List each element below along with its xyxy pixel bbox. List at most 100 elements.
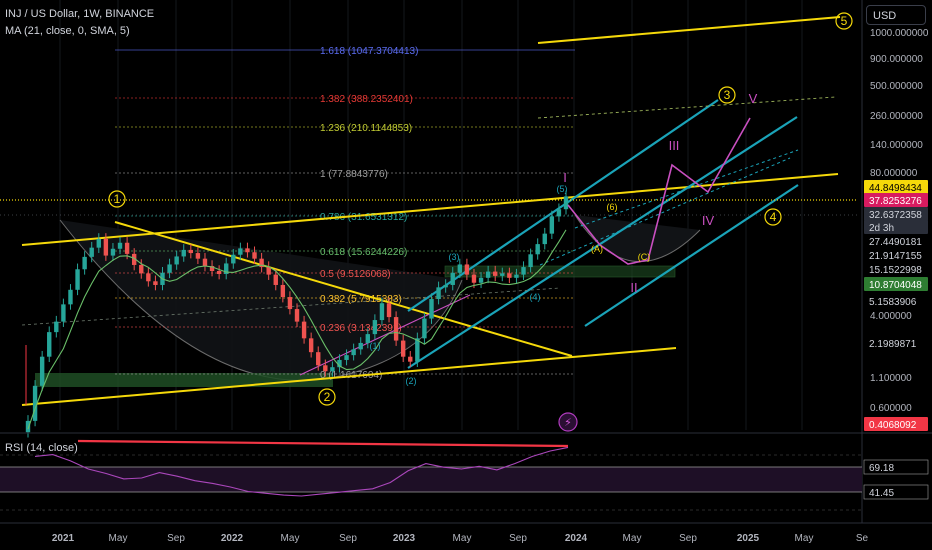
candle bbox=[245, 248, 250, 253]
time-tick: May bbox=[281, 533, 300, 544]
candle bbox=[316, 352, 321, 366]
candle bbox=[146, 273, 151, 282]
lightning-icon[interactable] bbox=[558, 412, 578, 432]
candle bbox=[96, 238, 101, 248]
price-label-bg bbox=[864, 220, 928, 234]
candle bbox=[82, 256, 87, 270]
price-tick: 900.000000 bbox=[870, 54, 923, 65]
fib-label: 0.618 (15.6244226) bbox=[320, 247, 407, 258]
candle bbox=[358, 342, 363, 350]
wave-circle bbox=[108, 190, 126, 208]
candle bbox=[39, 356, 45, 386]
candle bbox=[259, 258, 264, 268]
price-tick: 500.000000 bbox=[870, 81, 923, 92]
wave-label-1: 1 bbox=[114, 192, 121, 206]
price-label: 37.8253276 bbox=[869, 196, 922, 207]
candle bbox=[89, 247, 94, 257]
trend-line bbox=[21, 173, 839, 246]
candle bbox=[337, 359, 342, 368]
price-axis: 1000.000000 900.000000 500.000000 260.00000… bbox=[861, 0, 929, 523]
candle bbox=[308, 338, 314, 353]
price-label: 21.9147155 bbox=[869, 251, 922, 262]
candle bbox=[238, 248, 243, 255]
time-axis: 2021 May Sep 2022 May Sep 2023 May Sep 2024 May Sep… bbox=[0, 522, 932, 544]
candle bbox=[443, 284, 448, 288]
support-zone bbox=[35, 373, 333, 387]
price-tick: 1.100000 bbox=[870, 373, 912, 384]
price-label: 44.8498434 bbox=[869, 183, 922, 194]
price-label-bg bbox=[864, 417, 928, 431]
candle bbox=[563, 196, 569, 210]
time-tick: May bbox=[623, 533, 642, 544]
time-tick: 2022 bbox=[221, 533, 244, 544]
fib-label: 1.618 (1047.3704413) bbox=[320, 46, 418, 57]
candle bbox=[500, 273, 505, 276]
wave-label-5: 5 bbox=[841, 14, 848, 28]
price-label: 27.4490181 bbox=[869, 237, 922, 248]
subwave-label: (5) bbox=[557, 184, 568, 194]
candle bbox=[25, 420, 31, 433]
candle bbox=[47, 332, 52, 357]
lightning-glyph: ⚡ bbox=[564, 417, 572, 429]
price-label-bg bbox=[864, 336, 928, 350]
candle bbox=[429, 299, 434, 319]
candle bbox=[436, 287, 441, 300]
candle bbox=[493, 271, 498, 276]
trend-line bbox=[299, 294, 471, 376]
candle bbox=[231, 254, 236, 264]
wave-label-4: 4 bbox=[770, 210, 777, 224]
rsi-label-bg bbox=[863, 484, 929, 500]
fib-levels: 1.618 (1047.3704413) 1.382 (388.2352401) 1… bbox=[115, 46, 575, 381]
candle bbox=[301, 321, 307, 339]
candle bbox=[54, 321, 59, 333]
subwave-label: (A) bbox=[591, 244, 603, 254]
price-label-bg bbox=[864, 234, 928, 248]
currency-selector[interactable]: USD bbox=[866, 5, 926, 25]
candle bbox=[174, 256, 179, 265]
roman-wave-label: V bbox=[749, 91, 758, 106]
fib-label: 1 (77.8843776) bbox=[320, 169, 388, 180]
candle bbox=[294, 309, 300, 322]
price-tick: 0.600000 bbox=[870, 403, 912, 414]
subwave-label: (2) bbox=[406, 376, 417, 386]
price-label-bg bbox=[864, 207, 928, 221]
price-label-bg bbox=[864, 262, 928, 276]
candle bbox=[514, 274, 519, 278]
candle bbox=[507, 273, 512, 278]
roman-wave-label: IV bbox=[702, 213, 715, 228]
candle bbox=[266, 267, 271, 275]
fib-label: 1.382 (388.2352401) bbox=[320, 94, 413, 105]
subwave-label: (4) bbox=[530, 292, 541, 302]
fib-label: 1.236 (210.1144853) bbox=[320, 123, 412, 134]
candle bbox=[32, 385, 38, 421]
price-tick: 260.000000 bbox=[870, 111, 923, 122]
candle bbox=[344, 355, 349, 360]
candle bbox=[330, 367, 335, 372]
price-tick: 1000.000000 bbox=[870, 28, 929, 39]
candle bbox=[415, 338, 420, 362]
rsi-band bbox=[0, 467, 862, 492]
trend-line bbox=[407, 116, 798, 369]
wave-circle bbox=[835, 12, 853, 30]
time-tick: 2024 bbox=[565, 533, 588, 544]
wave-circle bbox=[318, 388, 336, 406]
candle bbox=[224, 263, 229, 274]
price-tick: 140.000000 bbox=[870, 140, 923, 151]
rsi-pane: 69.18 41.45 bbox=[0, 432, 932, 511]
symbol-title: INJ / US Dollar, 1W, BINANCE bbox=[5, 8, 155, 20]
candle bbox=[273, 274, 278, 285]
price-label: 2.1989871 bbox=[869, 339, 917, 350]
candle bbox=[75, 269, 80, 290]
candle bbox=[202, 258, 208, 267]
time-tick: Se bbox=[856, 533, 869, 544]
candle bbox=[216, 270, 222, 274]
candle bbox=[556, 209, 562, 217]
candle bbox=[167, 264, 172, 273]
time-tick: Sep bbox=[509, 533, 527, 544]
wave-label-3: 3 bbox=[724, 88, 731, 102]
candle bbox=[521, 267, 526, 275]
candle bbox=[535, 244, 540, 255]
roman-wave-label: III bbox=[669, 138, 680, 153]
price-tick: 80.000000 bbox=[870, 168, 918, 179]
